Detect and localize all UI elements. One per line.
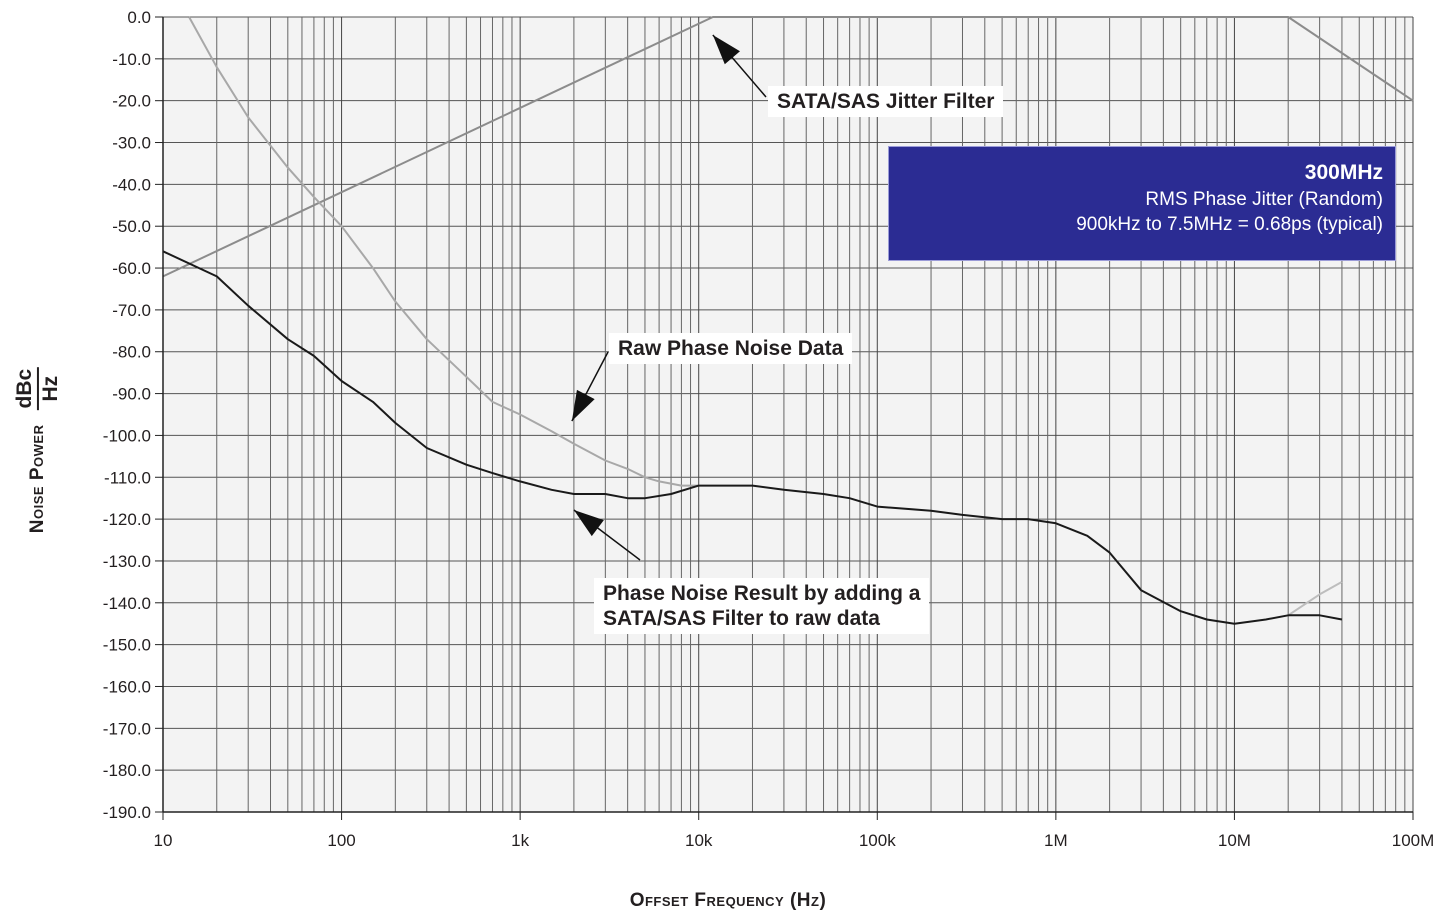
x-tick-label: 100: [327, 831, 355, 850]
y-tick-label: -180.0: [103, 761, 151, 780]
annotation-arrows: [571, 34, 767, 561]
y-tick-label: -110.0: [104, 468, 151, 487]
y-tick-label: -190.0: [103, 803, 151, 822]
arrow-result-head: [573, 510, 604, 537]
y-tick-label: -30.0: [112, 134, 151, 153]
y-tick-label: -130.0: [103, 552, 151, 571]
y-tick-label: -50.0: [112, 217, 151, 236]
callout-raw-phase-noise: Raw Phase Noise Data: [609, 333, 853, 365]
infobox-line2: 900kHz to 7.5MHz = 0.68ps (typical): [1076, 214, 1383, 235]
y-tick-label: -70.0: [112, 301, 151, 320]
x-tick-label: 10M: [1218, 831, 1251, 850]
y-axis-title: Noise Power: [27, 424, 48, 534]
y-tick-label: -90.0: [112, 385, 151, 404]
callout-sata-sas-filter: SATA/SAS Jitter Filter: [768, 86, 1004, 118]
x-tick-label: 10k: [685, 831, 713, 850]
y-tick-label: -60.0: [112, 259, 151, 278]
x-tick-label: 100k: [859, 831, 896, 850]
x-tick-label: 1M: [1044, 831, 1068, 850]
rms-jitter-infobox: 300MHz RMS Phase Jitter (Random) 900kHz …: [888, 146, 1396, 261]
series-line-1: [188, 16, 699, 487]
x-axis-title: Offset Frequency (Hz): [629, 890, 827, 911]
y-tick-label: -20.0: [112, 92, 151, 111]
y-tick-label: -150.0: [103, 636, 151, 655]
x-tick-label: 1k: [511, 831, 529, 850]
y-tick-label: -10.0: [112, 50, 151, 69]
y-axis-unit-numerator: dBc: [13, 366, 39, 411]
series-line-3: [162, 250, 1343, 625]
x-tick-label: 100M: [1392, 831, 1435, 850]
plot-background: [163, 17, 1413, 812]
axes: 0.0 -10.0 -20.0 -30.0 -40.0 -50.0 -60.0 -70.0 -8…: [103, 8, 1434, 850]
y-tick-label: -120.0: [103, 510, 151, 529]
arrow-filter-head: [712, 35, 740, 65]
y-tick-label: -100.0: [103, 426, 151, 445]
y-tick-label: -140.0: [103, 594, 151, 613]
y-tick-label: 0.0: [127, 8, 151, 27]
x-tick-label: 10: [154, 831, 173, 850]
series-layer: [162, 16, 1414, 625]
y-axis-unit-denominator: Hz: [39, 375, 62, 402]
series-line-0: [162, 16, 1414, 278]
series-line-2: [1287, 581, 1343, 617]
y-tick-label: -160.0: [103, 677, 151, 696]
y-tick-label: -40.0: [112, 175, 151, 194]
y-tick-label: -170.0: [103, 719, 151, 738]
grid: [162, 16, 1414, 813]
infobox-line1: RMS Phase Jitter (Random): [1145, 189, 1383, 210]
y-tick-label: -80.0: [112, 343, 151, 362]
y-axis-unit: dBc Hz: [13, 366, 62, 411]
arrow-raw-head: [571, 389, 595, 422]
infobox-title: 300MHz: [1304, 161, 1383, 184]
callout-filtered-result: Phase Noise Result by adding a SATA/SAS …: [594, 578, 930, 635]
y-axis-label: Noise Power dBc Hz: [8, 300, 68, 600]
